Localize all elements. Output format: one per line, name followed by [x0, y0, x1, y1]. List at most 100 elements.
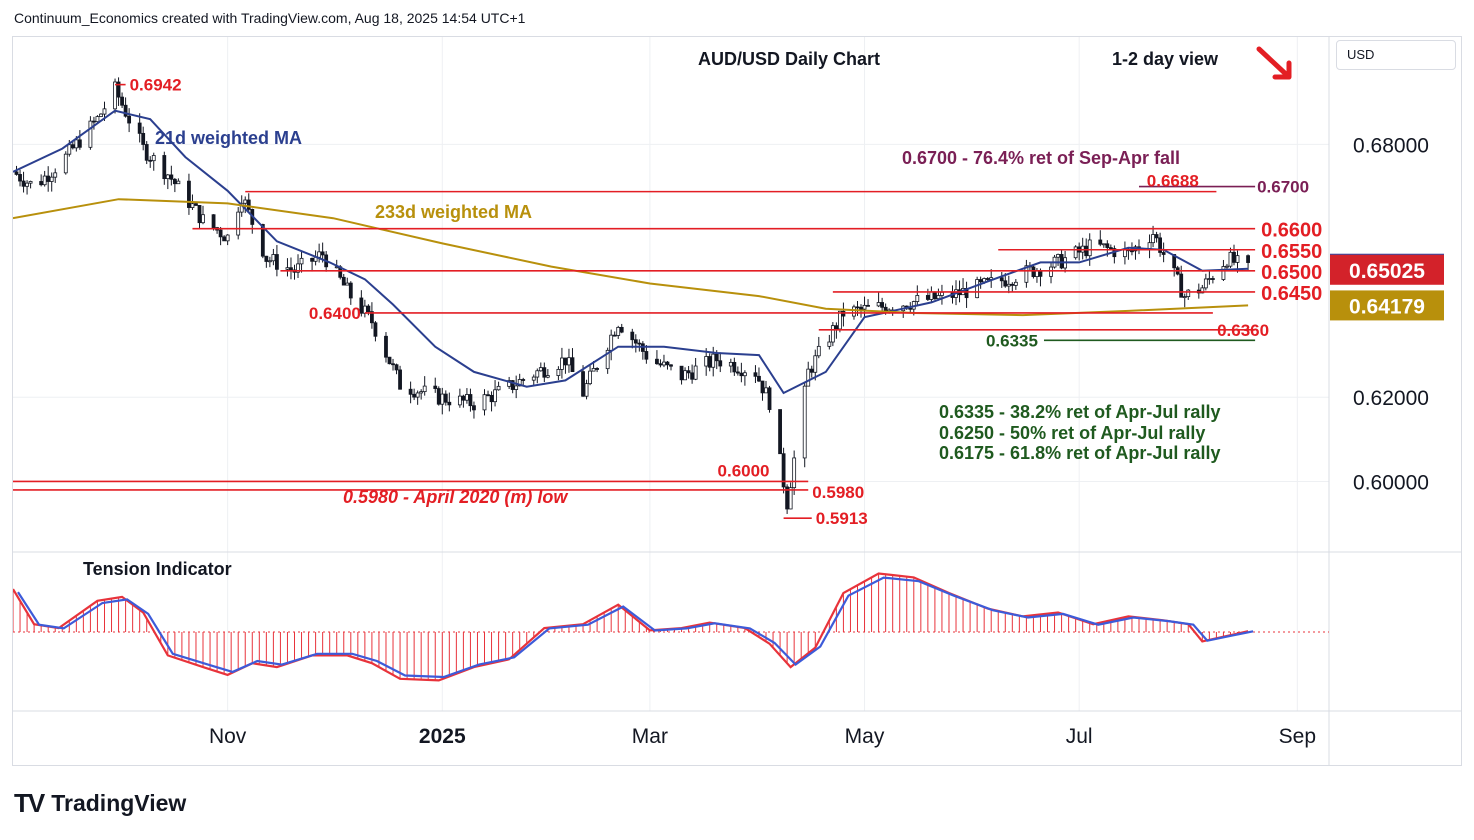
candle-body — [1024, 265, 1029, 283]
candle-body — [827, 341, 832, 347]
candle-body — [310, 257, 314, 262]
candle-body — [1031, 266, 1036, 278]
candle-body — [545, 375, 550, 378]
candle-body — [1232, 251, 1236, 263]
candle-body — [1186, 289, 1191, 298]
candle-body — [366, 305, 371, 313]
candle-body — [876, 302, 881, 307]
candle-body — [398, 369, 402, 390]
candle-body — [542, 367, 547, 378]
candle-body — [1246, 255, 1250, 263]
candle-body — [732, 361, 737, 373]
candle-body — [679, 365, 684, 381]
candle-body — [1123, 249, 1127, 258]
candle-body — [581, 371, 585, 397]
candle-body — [1151, 234, 1155, 244]
candle-body — [753, 372, 758, 377]
annotation-april-2020-low: 0.5980 - April 2020 (m) low — [343, 487, 568, 507]
candle-body — [866, 304, 870, 307]
candle-body — [99, 113, 103, 117]
candle-body — [144, 144, 149, 161]
candle-body — [14, 171, 19, 175]
candle-body — [433, 385, 438, 389]
candle-body — [384, 335, 388, 358]
annotation-fib-0.6700: 0.6700 - 76.4% ret of Sep-Apr fall — [902, 148, 1180, 168]
candle-body — [1003, 280, 1008, 287]
candle-body — [809, 368, 814, 373]
candle-body — [197, 205, 202, 224]
price-box — [1330, 290, 1444, 321]
candle-body — [25, 182, 29, 187]
candle-body — [802, 385, 807, 459]
candle-body — [531, 376, 536, 381]
candle-body — [113, 81, 117, 110]
candle-body — [718, 360, 723, 367]
candle-body — [489, 394, 494, 403]
candle-body — [137, 122, 142, 134]
candle-body — [1059, 254, 1064, 269]
candle-body — [985, 278, 990, 280]
candle-body — [933, 291, 937, 300]
candle-body — [683, 370, 687, 381]
candle-body — [1073, 246, 1078, 259]
candle-body — [296, 263, 300, 273]
candle-body — [267, 260, 272, 263]
candle-body — [978, 279, 983, 283]
candle-body — [693, 365, 698, 380]
x-tick-label: May — [845, 725, 885, 748]
annotation-fib-0.6335: 0.6335 - 38.2% ret of Apr-Jul rally — [939, 402, 1220, 422]
level-label-0.6335: 0.6335 — [986, 331, 1038, 350]
candle-body — [1035, 270, 1039, 278]
candle-body — [781, 453, 786, 488]
candle-body — [1225, 265, 1229, 268]
candle-body — [148, 159, 153, 162]
candle-body — [929, 291, 934, 300]
candle-body — [211, 214, 216, 228]
annotation-fib-0.6175: 0.6175 - 61.8% ret of Apr-Jul rally — [939, 443, 1220, 463]
candle-body — [320, 251, 325, 256]
candle-body — [21, 180, 26, 187]
candle-body — [486, 394, 490, 397]
y-tick-label: 0.60000 — [1353, 471, 1429, 494]
candle-body — [728, 361, 733, 367]
tradingview-logo-text: TradingView — [51, 789, 187, 816]
candle-body — [46, 175, 51, 182]
candle-body — [630, 331, 635, 341]
currency-selector[interactable]: USD — [1336, 40, 1456, 70]
candle-body — [436, 388, 441, 405]
candle-body — [482, 394, 487, 411]
level-label-0.6700: 0.6700 — [1257, 178, 1309, 197]
candle-body — [563, 357, 568, 366]
candle-body — [1235, 255, 1240, 263]
level-label-0.6688: 0.6688 — [1147, 172, 1199, 191]
candle-body — [862, 304, 867, 310]
candle-body — [151, 155, 156, 162]
candle-body — [1006, 283, 1011, 287]
candle-body — [588, 370, 592, 385]
candle-body — [735, 371, 740, 374]
candle-body — [370, 311, 374, 324]
candle-body — [49, 176, 54, 182]
candle-body — [514, 385, 519, 390]
candle-body — [187, 180, 191, 208]
ma233-line — [12, 198, 1249, 317]
candle-body — [493, 389, 497, 403]
tradingview-logo[interactable]: TV TradingView — [14, 786, 186, 820]
level-label-0.6400: 0.6400 — [309, 304, 361, 323]
price-box-label: 0.65025 — [1349, 260, 1425, 283]
candle-body — [669, 364, 673, 367]
level-label-0.6000: 0.6000 — [718, 461, 770, 480]
candle-body — [591, 368, 596, 372]
candle-body — [686, 370, 691, 374]
candle-body — [711, 353, 716, 368]
candle-body — [1182, 296, 1187, 299]
chart-container[interactable]: 0.6600 0.6550 0.6500 0.6450 0.6360 0.6700 0.59… — [12, 36, 1462, 766]
candle-body — [785, 486, 790, 510]
candle-body — [391, 363, 395, 366]
candle-body — [764, 387, 768, 394]
candle-body — [837, 310, 842, 330]
x-tick-label: Nov — [209, 725, 247, 748]
candle-body — [567, 357, 571, 366]
candle-body — [538, 367, 543, 372]
